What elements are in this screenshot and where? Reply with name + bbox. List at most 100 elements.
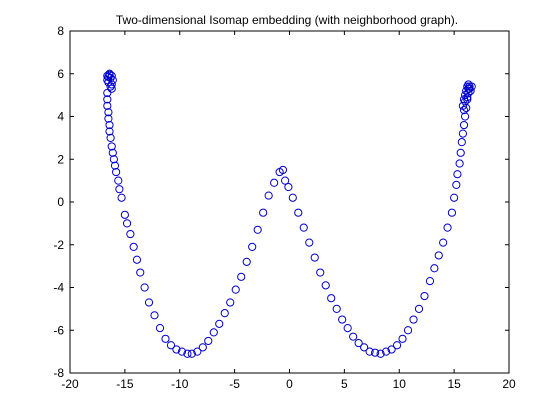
y-tick-label: -6: [53, 323, 64, 337]
data-point: [129, 242, 138, 251]
data-point: [104, 114, 113, 123]
data-point: [338, 315, 347, 324]
data-point: [155, 324, 165, 333]
x-tick-label: 0: [286, 377, 293, 391]
data-point: [453, 170, 462, 179]
data-point: [281, 176, 290, 185]
x-tick-label: 10: [393, 377, 407, 391]
data-point: [463, 95, 472, 104]
data-point: [114, 176, 123, 185]
data-point: [150, 311, 159, 320]
data-point: [332, 304, 341, 313]
y-tick-label: -4: [53, 281, 64, 295]
data-point: [248, 242, 257, 251]
data-point: [425, 276, 435, 286]
data-point: [461, 91, 470, 100]
data-point: [316, 268, 325, 277]
data-point: [107, 84, 116, 93]
data-point: [140, 283, 149, 292]
y-axis: -8 -6 -4 -2 0 2 4 6 8: [53, 24, 509, 380]
data-point: [103, 88, 112, 98]
data-point: [187, 349, 196, 358]
data-point: [193, 347, 202, 356]
x-tick-label: -20: [61, 377, 79, 391]
data-point: [420, 291, 429, 301]
data-point: [209, 328, 218, 337]
data-point: [360, 343, 369, 352]
data-point: [459, 120, 469, 130]
x-tick-label: -15: [116, 377, 134, 391]
data-point: [455, 159, 464, 168]
y-tick-label: 2: [57, 152, 64, 166]
data-point: [458, 101, 468, 110]
data-point: [270, 178, 279, 187]
data-point: [459, 105, 469, 115]
data-point: [105, 120, 114, 130]
data-point: [365, 347, 374, 356]
data-point: [220, 309, 229, 318]
data-point: [392, 341, 402, 350]
x-tick-label: 15: [447, 377, 461, 391]
data-point: [461, 112, 470, 121]
data-point: [439, 238, 448, 247]
data-point: [117, 193, 126, 202]
data-point: [177, 347, 187, 356]
data-point: [465, 82, 474, 91]
data-point: [107, 142, 116, 151]
x-axis: -20 -15 -10 -5 0 5 10 15 20: [61, 31, 516, 391]
plot-area: [69, 30, 510, 374]
data-point: [231, 285, 240, 294]
data-point: [467, 82, 476, 91]
y-tick-label: -8: [53, 366, 64, 380]
data-point: [294, 208, 303, 217]
x-tick-label: -10: [171, 377, 189, 391]
data-point: [105, 127, 114, 136]
data-point: [253, 225, 262, 234]
data-point: [284, 182, 293, 192]
data-point: [242, 257, 251, 266]
data-point: [103, 76, 112, 85]
data-point: [110, 161, 120, 170]
data-point: [136, 268, 145, 277]
data-point: [166, 341, 176, 350]
data-point: [430, 264, 439, 273]
data-point: [103, 101, 112, 110]
data-point: [343, 324, 352, 333]
data-point: [172, 345, 181, 354]
data-point: [398, 334, 407, 343]
x-tick-label: -5: [229, 377, 240, 391]
data-point: [264, 191, 273, 200]
data-point: [278, 165, 288, 175]
data-point: [299, 223, 308, 232]
data-point: [447, 208, 457, 217]
data-point: [259, 208, 268, 217]
y-tick-label: 8: [57, 24, 64, 38]
data-point: [381, 347, 391, 356]
data-point: [120, 210, 129, 219]
data-point: [109, 155, 119, 164]
x-tick-label: 20: [502, 377, 516, 391]
data-point: [349, 332, 358, 341]
data-point: [204, 336, 213, 346]
data-point: [126, 229, 135, 239]
y-tick-label: 4: [57, 110, 64, 124]
data-point: [456, 148, 465, 157]
data-point: [414, 304, 424, 313]
data-point: [403, 326, 413, 335]
data-point: [288, 193, 297, 202]
data-point: [463, 93, 472, 102]
data-markers: [103, 69, 476, 358]
data-point: [461, 97, 470, 106]
data-point: [452, 180, 461, 189]
data-point: [457, 138, 466, 147]
data-point: [443, 223, 452, 232]
data-point: [237, 272, 246, 281]
data-point: [111, 167, 121, 177]
data-point: [465, 84, 474, 93]
chart-title: Two-dimensional Isomap embedding (with n…: [116, 13, 458, 27]
data-point: [310, 253, 319, 262]
y-tick-label: 0: [57, 195, 64, 209]
data-point: [458, 129, 468, 138]
